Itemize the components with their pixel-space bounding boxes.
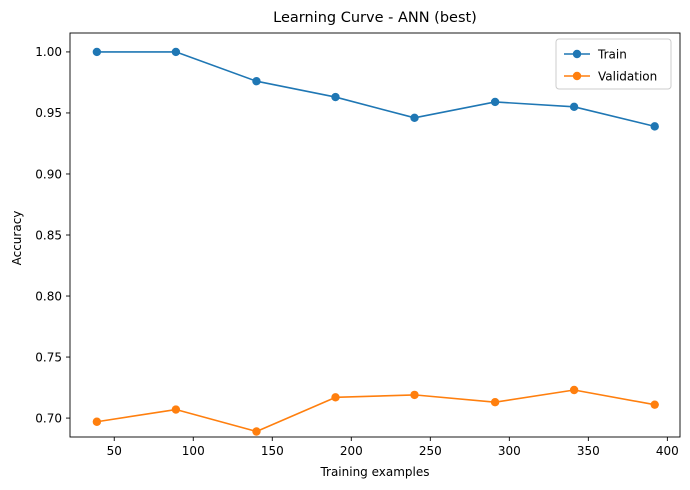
x-tick-label: 250 <box>419 444 442 458</box>
legend-marker-train <box>572 49 582 59</box>
data-point-validation <box>171 405 181 414</box>
x-tick-label: 100 <box>182 444 205 458</box>
x-tick-label: 50 <box>107 444 122 458</box>
data-point-train <box>171 47 181 57</box>
data-point-train <box>569 102 579 112</box>
y-tick-label: 0.80 <box>35 289 62 303</box>
axes-frame <box>69 32 681 438</box>
y-axis-label: Accuracy <box>10 211 24 266</box>
legend-label-train: Train <box>597 47 627 61</box>
x-tick-label: 350 <box>577 444 600 458</box>
y-tick-label: 0.95 <box>35 106 62 120</box>
data-point-validation <box>331 393 340 402</box>
legend: Train Validation <box>555 38 672 90</box>
data-point-train <box>490 97 500 107</box>
y-tick-label: 0.70 <box>35 411 62 425</box>
legend-label-validation: Validation <box>598 69 657 83</box>
x-tick-label: 200 <box>340 444 363 458</box>
y-tick-label: 0.75 <box>35 350 62 364</box>
x-tick-label: 150 <box>261 444 284 458</box>
legend-marker-validation <box>572 71 582 81</box>
chart-title: Learning Curve - ANN (best) <box>273 10 477 26</box>
x-axis-label: Training examples <box>319 465 429 479</box>
data-point-validation <box>569 385 579 395</box>
data-point-validation <box>410 390 419 400</box>
data-point-train <box>650 122 659 131</box>
data-point-validation <box>252 427 261 436</box>
data-point-validation <box>650 400 659 409</box>
y-tick-label: 0.90 <box>35 167 62 181</box>
plot-area: 50 100 150 200 250 300 350 400 0.70 0.75 0.80 0.85 0… <box>35 32 681 458</box>
data-point-validation <box>490 398 500 407</box>
data-point-train <box>410 113 419 123</box>
data-point-validation <box>92 417 102 426</box>
data-point-train <box>92 47 102 57</box>
x-tick-label: 300 <box>498 444 521 458</box>
y-tick-label: 0.85 <box>35 228 62 242</box>
x-tick-label: 400 <box>656 444 679 458</box>
series-line-train <box>96 51 655 128</box>
data-point-train <box>331 92 340 102</box>
y-tick-label: 1.00 <box>35 45 62 59</box>
series-line-validation <box>96 389 655 433</box>
data-point-train <box>252 77 261 86</box>
